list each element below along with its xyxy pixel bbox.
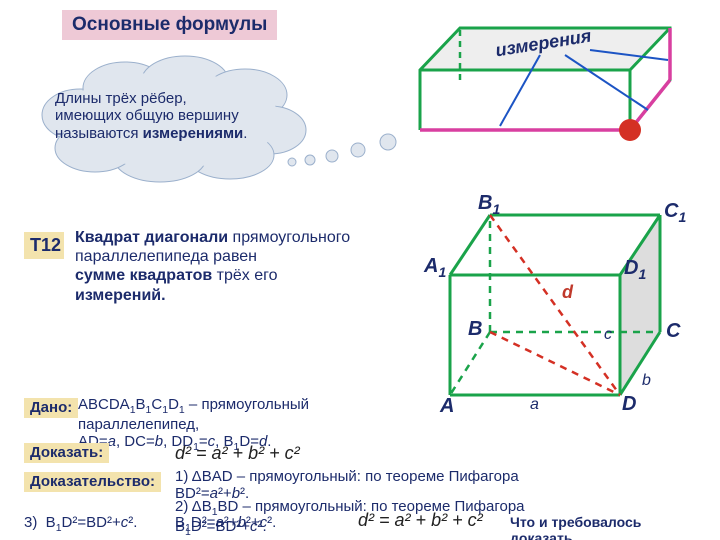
dano-box: Дано: <box>24 398 78 418</box>
dokazat-label: Доказать: <box>30 444 103 461</box>
lbl-A1: A1 <box>424 255 446 280</box>
qed-text: Что и требовалосьдоказать. <box>510 514 710 540</box>
lbl-C1: C1 <box>664 200 686 225</box>
lbl-c: c <box>604 326 612 344</box>
dokvo-label: Доказательство: <box>30 473 155 490</box>
proof-3a: 3) B1D²=BD²+c². <box>24 514 137 534</box>
formula-1: d² = a² + b² + c² <box>175 443 300 464</box>
lbl-d: d <box>562 282 573 303</box>
lbl-C: C <box>666 320 680 343</box>
lbl-B: B <box>468 318 482 341</box>
main-parallelepiped <box>0 0 720 420</box>
lbl-D1: D1 <box>624 257 646 282</box>
formula-2: d² = a² + b² + c² <box>358 510 483 531</box>
lbl-D: D <box>622 393 636 416</box>
lbl-A: A <box>440 395 454 418</box>
dokvo-box: Доказательство: <box>24 472 161 492</box>
dano-label: Дано: <box>30 399 72 416</box>
lbl-b: b <box>642 372 651 390</box>
proof-3b: B1D²=a²+b²+c². <box>175 514 276 534</box>
dokazat-box: Доказать: <box>24 443 109 463</box>
lbl-a: a <box>530 396 539 414</box>
lbl-B1: B1 <box>478 192 500 217</box>
